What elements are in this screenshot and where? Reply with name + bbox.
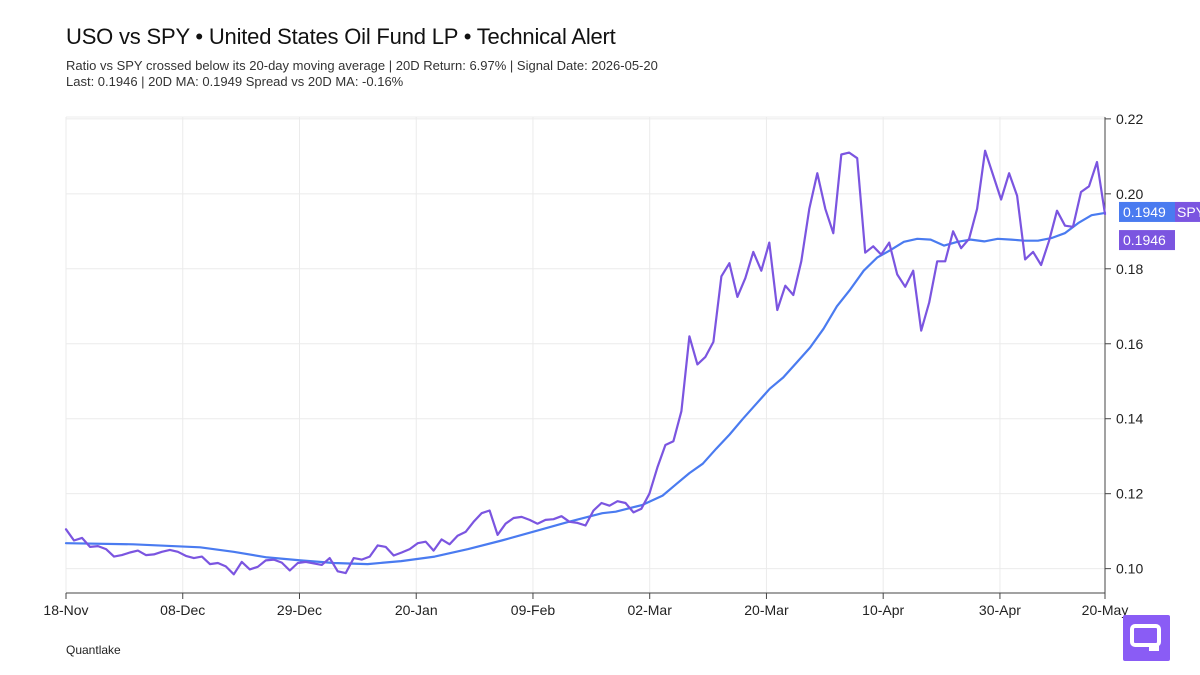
chart-subtitle-line2: Last: 0.1946 | 20D MA: 0.1949 Spread vs … [66, 74, 404, 89]
y-tick-label: 0.18 [1116, 261, 1143, 277]
chart-subtitle-line1: Ratio vs SPY crossed below its 20-day mo… [66, 58, 658, 73]
x-tick-label: 30-Apr [979, 602, 1021, 618]
x-tick-label: 09-Feb [511, 602, 556, 618]
y-tick-label: 0.14 [1116, 411, 1143, 427]
x-tick-label: 20-Mar [744, 602, 789, 618]
x-tick-label: 18-Nov [43, 602, 88, 618]
x-tick-label: 02-Mar [628, 602, 673, 618]
last-value-tag-ratio [1119, 230, 1175, 251]
last-value-tag-ma20 [1119, 201, 1175, 222]
logo-glyph [1130, 624, 1161, 651]
y-tick-label: 0.12 [1116, 486, 1143, 502]
x-tick-label: 20-Jan [395, 602, 438, 618]
x-tick-label: 29-Dec [277, 602, 322, 618]
chart-title: USO vs SPY • United States Oil Fund LP •… [66, 24, 616, 49]
last-value-label-ma20: 0.1949 [1123, 204, 1166, 220]
series-name-label: SPY [1177, 204, 1200, 220]
series-line-ma20 [64, 211, 1107, 566]
y-tick-label: 0.20 [1116, 186, 1143, 202]
brand-logo-icon [1123, 615, 1170, 661]
y-tick-label: 0.16 [1116, 336, 1143, 352]
y-tick-label: 0.22 [1116, 111, 1143, 127]
series-name-tag [1175, 201, 1200, 222]
x-tick-label: 08-Dec [160, 602, 205, 618]
x-tick-label: 10-Apr [862, 602, 904, 618]
last-value-label-ratio: 0.1946 [1123, 232, 1166, 248]
series-line-ratio [64, 149, 1107, 576]
x-tick-label: 20-May [1082, 602, 1129, 618]
brand-label: Quantlake [66, 643, 121, 657]
y-tick-label: 0.10 [1116, 561, 1143, 577]
